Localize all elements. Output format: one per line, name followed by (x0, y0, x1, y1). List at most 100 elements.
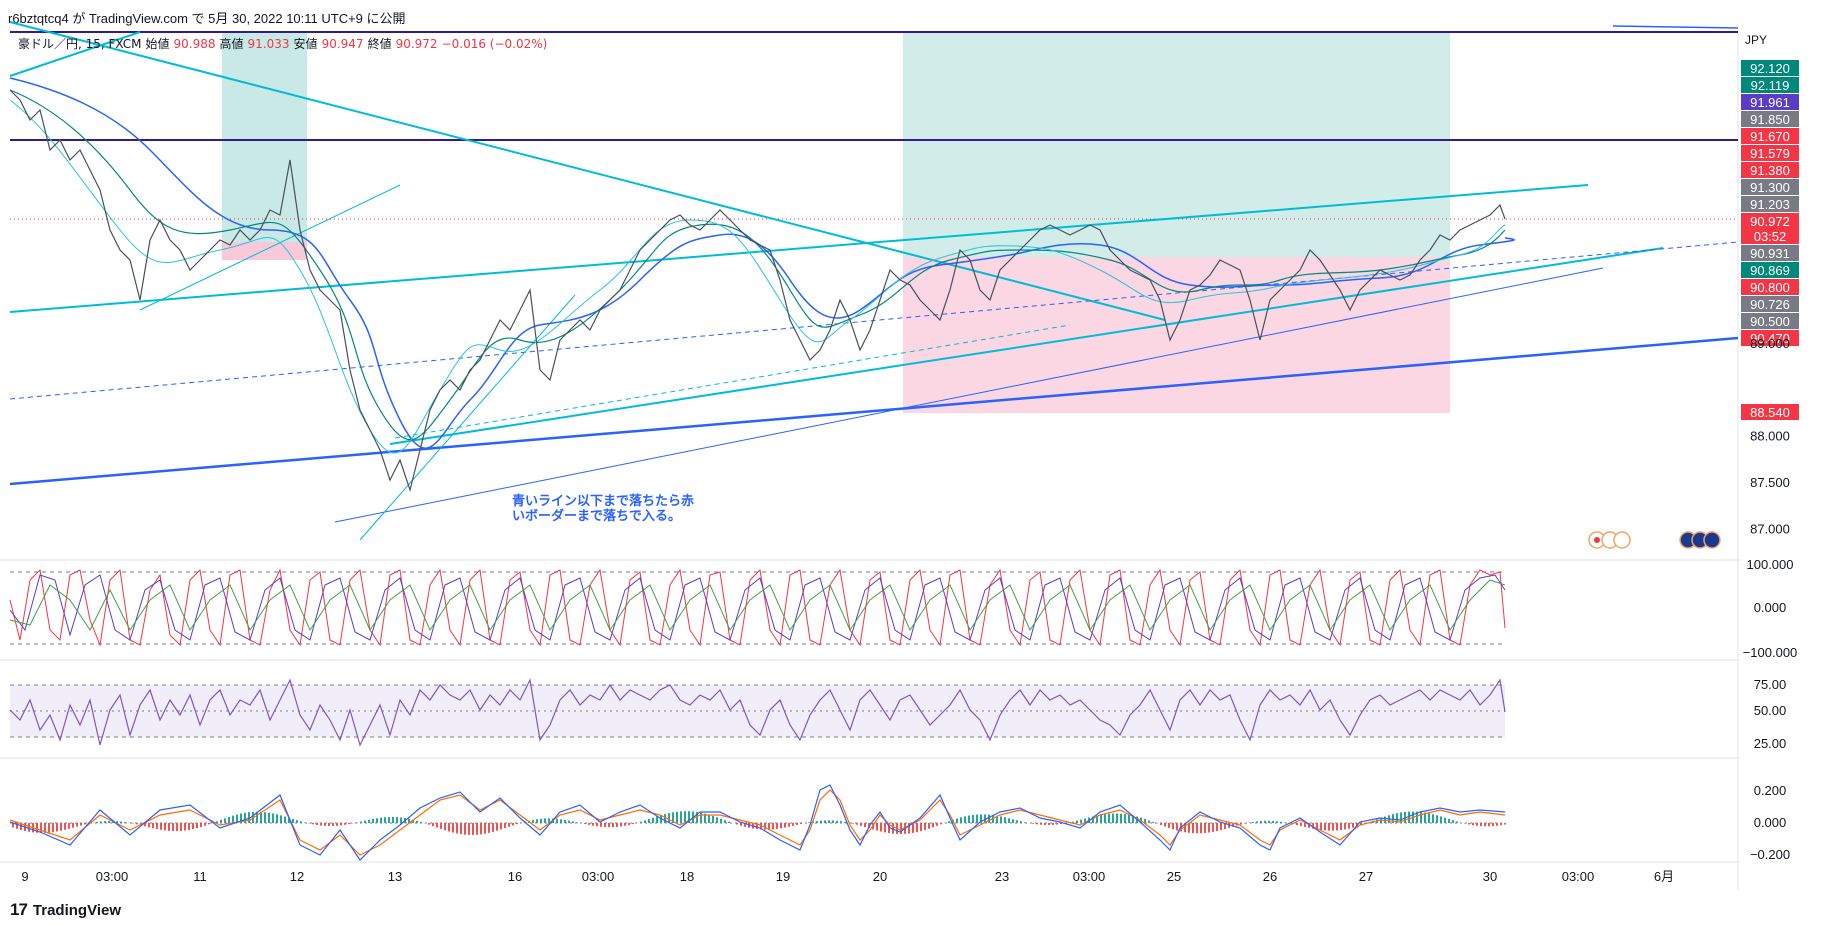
price-tag[interactable] (1741, 179, 1799, 195)
symbol-label[interactable]: 豪ドル／円, 15, FXCM (18, 37, 142, 51)
price-tag[interactable] (1741, 111, 1799, 127)
macd-histogram-bar (792, 823, 794, 826)
price-tag[interactable] (1741, 196, 1799, 212)
macd-histogram-bar (784, 823, 786, 828)
price-tag[interactable] (1741, 313, 1799, 329)
macd-histogram-bar (1116, 813, 1118, 823)
macd-histogram-bar (780, 823, 782, 829)
macd-histogram-bar (80, 823, 82, 826)
macd-histogram-bar (1480, 823, 1482, 827)
macd-histogram-bar (676, 811, 678, 823)
macd-histogram-bar (620, 823, 622, 827)
price-tag-label: 92.119 (1751, 78, 1790, 93)
thin-support-line[interactable] (334, 267, 1604, 523)
price-tag[interactable] (1741, 404, 1799, 420)
macd-histogram-bar (64, 823, 66, 830)
price-tag[interactable] (1741, 77, 1799, 93)
macd-histogram-bar (1432, 814, 1434, 823)
event-icon[interactable] (1613, 531, 1631, 549)
price-candles[interactable] (9, 89, 1506, 493)
rising-channel-lower[interactable] (389, 247, 1664, 445)
macd-histogram-bar (1132, 815, 1134, 823)
macd-histogram-bar (932, 823, 934, 828)
price-tag[interactable] (1741, 262, 1799, 278)
price-tag[interactable] (1741, 279, 1799, 295)
macd-histogram-bar (1148, 820, 1150, 823)
price-tag[interactable] (1741, 60, 1799, 76)
macd-histogram-bar (852, 823, 854, 824)
dashed-median-line[interactable] (9, 241, 1739, 400)
macd-histogram-bar (988, 814, 990, 823)
macd-histogram-bar (628, 823, 630, 825)
macd-histogram-bar (1360, 823, 1362, 826)
short-cyan-line-1[interactable] (139, 184, 401, 311)
macd-histogram-bar (256, 811, 258, 823)
macd-histogram-bar (1392, 814, 1394, 823)
price-tag[interactable] (1741, 128, 1799, 144)
macd-histogram-bar (1172, 823, 1174, 830)
macd-histogram-bar (1228, 823, 1230, 828)
price-tag[interactable] (1741, 213, 1799, 244)
channel-line-upper-left[interactable] (9, 31, 141, 77)
time-axis-label: 03:00 (1073, 869, 1106, 884)
price-tag[interactable] (1741, 245, 1799, 261)
short-cyan-line-2[interactable] (359, 294, 576, 541)
price-tick-label: 88.000 (1750, 429, 1790, 444)
tradingview-logo[interactable]: 17 TradingView (10, 900, 121, 920)
macd-histogram-bar (888, 823, 890, 834)
macd-histogram-bar (124, 822, 126, 823)
macd-histogram-bar (260, 811, 262, 823)
long-target-zone-1[interactable] (222, 32, 307, 242)
macd-histogram-bar (940, 823, 942, 825)
falling-trend-line[interactable] (9, 21, 1166, 321)
macd-histogram-bar (540, 818, 542, 823)
time-axis-label: 18 (680, 869, 694, 884)
macd-histogram-bar (100, 821, 102, 823)
dashed-cyan-line[interactable] (394, 324, 1071, 439)
macd-histogram-bar (68, 823, 70, 829)
macd-histogram-bar (880, 823, 882, 832)
price-tag[interactable] (1741, 162, 1799, 178)
annotation-line-2[interactable]: いボーダーまで落ちで入る。 (512, 508, 681, 524)
macd-histogram-bar (640, 821, 642, 823)
trend-line-top[interactable] (1612, 25, 1739, 29)
price-tag[interactable] (1741, 145, 1799, 161)
price-tick-label: 89.000 (1750, 336, 1790, 351)
stop-zone-2[interactable] (903, 257, 1450, 413)
event-icons-group-1[interactable] (1588, 531, 1631, 549)
brand-name: TradingView (32, 901, 122, 919)
price-tag-label: 90.869 (1750, 263, 1790, 278)
stop-zone-1[interactable] (222, 242, 307, 260)
macd-histogram-bar (892, 823, 894, 834)
macd-histogram-bar (764, 823, 766, 830)
currency-label: JPY (1745, 33, 1767, 47)
blue-support-line[interactable] (9, 336, 1739, 486)
macd-histogram-bar (276, 814, 278, 823)
macd-histogram-bar (448, 823, 450, 832)
macd-histogram-bar (1352, 823, 1354, 828)
macd-histogram-bar (52, 823, 54, 833)
price-tag[interactable] (1741, 94, 1799, 110)
macd-histogram-bar (376, 818, 378, 823)
macd-histogram-bar (1124, 814, 1126, 823)
macd-histogram-bar (420, 821, 422, 823)
macd-histogram-bar (440, 823, 442, 829)
time-axis[interactable]: 9 03:00 11 12 13 16 03:00 18 19 20 23 03:00 25 26 27 30… (21, 869, 1674, 884)
price-tag[interactable] (1741, 330, 1799, 346)
macd-histogram-bar (36, 823, 38, 833)
annotation-line-1[interactable]: 青いライン以下まで落ちたら赤 (512, 493, 694, 509)
macd-histogram-bar (452, 823, 454, 833)
macd-histogram-bar (1500, 823, 1502, 826)
macd-histogram-bar (1144, 819, 1146, 823)
price-tag-label: 91.670 (1750, 129, 1790, 144)
rising-channel-upper[interactable] (9, 184, 1589, 313)
event-icons-group-2[interactable] (1679, 531, 1721, 549)
price-tag[interactable] (1741, 296, 1799, 312)
flag-au-icon[interactable] (1703, 531, 1721, 549)
macd-histogram-bar (1468, 823, 1470, 825)
macd-histogram-bar (1440, 816, 1442, 823)
long-target-zone-2[interactable] (903, 32, 1450, 257)
macd-histogram-bar (284, 816, 286, 823)
rsi-tick-label: 25.00 (1754, 736, 1787, 751)
